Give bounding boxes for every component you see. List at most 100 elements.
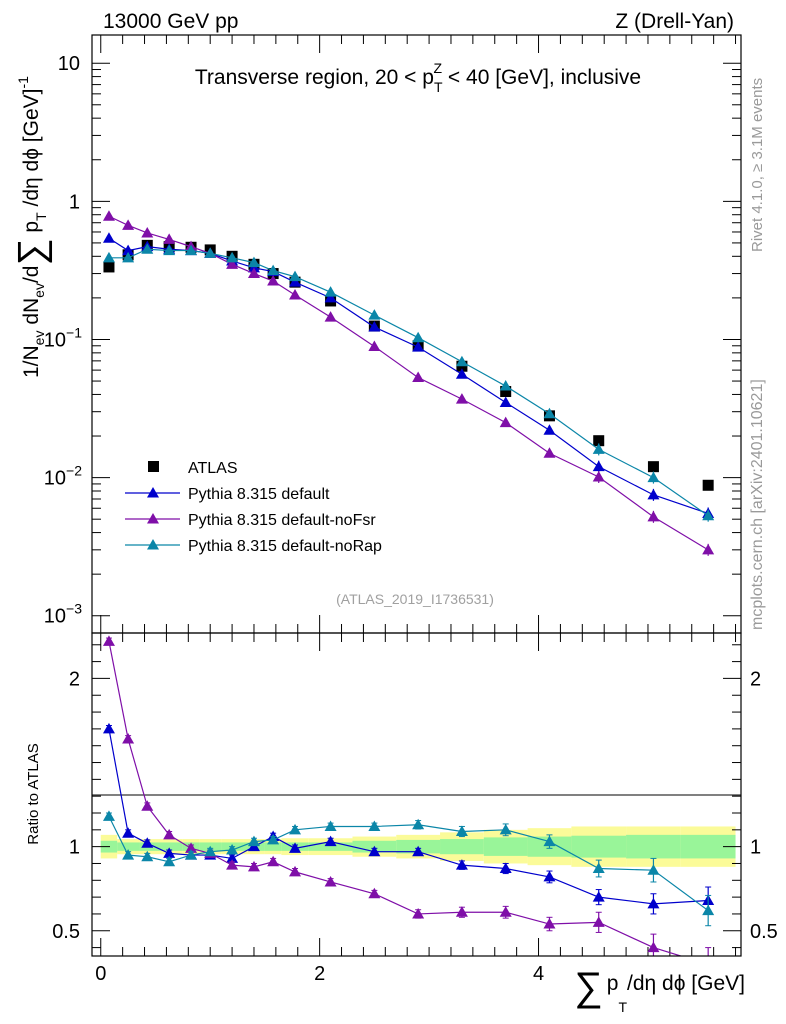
ratio-data-point [102,810,115,821]
ratio-data-point [226,844,239,855]
ratio-data-point [267,833,280,845]
mc-data-point [368,309,381,320]
mc-data-point [122,219,135,230]
y-tick-label: 1 [69,837,80,859]
atlas-data-point [103,261,115,273]
ratio-plot-panel: 0.5 0.5 1 1 2 2 0 2 4 Ratio to ATLAS ∑ pT/dη dϕ [… [25,632,778,1015]
y-tick-label: 1 [69,191,80,213]
ratio-data-point [141,850,154,862]
mc-data-point [226,251,239,263]
ratio-data-point [702,904,715,916]
series-pythia-8-315-default-nofsr [102,210,715,556]
band-inner-segment [308,842,353,851]
energy-label: 13000 GeV pp [103,10,238,33]
main-series-layer [102,210,715,556]
ratio-data-point [163,855,176,867]
y-tick-label: 10 [58,53,80,75]
ratio-data-point [122,732,135,744]
mc-data-point [102,232,115,243]
ratio-data-point [412,818,425,830]
mc-data-point [499,396,512,407]
x-tick-label: 2 [314,963,325,985]
ratio-data-point [647,897,660,909]
ratio-series-pythia-8-315-default [102,722,715,915]
ratio-data-point [122,849,135,860]
mcplots-label: mcplots.cern.ch [arXiv:2401.10621] [749,379,766,630]
svg-text:∑pT/dη dϕ [GeV]: ∑ pT/dη dϕ [GeV] [574,965,745,1015]
ratio-data-point [324,835,337,847]
band-inner-segment [117,842,140,851]
y-tick-label: 10−3 [44,601,82,628]
ratio-data-point [543,870,556,882]
mc-data-point [455,393,468,404]
main-axis-ticks: 10−3 10−2 10−1 1 10 [44,35,741,633]
mc-data-point [702,543,715,555]
ratio-data-point [141,837,154,848]
mc-data-point [412,341,425,352]
mc-data-point [185,244,198,256]
ratio-data-point [543,835,556,847]
ratio-data-point [324,820,337,831]
mc-data-point [122,251,135,263]
ratio-data-point [163,847,176,858]
y-tick-label-right: 1 [750,837,761,859]
process-label: Z (Drell-Yan) [615,10,734,33]
mc-data-point [226,258,239,269]
ratio-data-point [204,845,217,857]
mc-data-point [247,256,260,268]
mc-data-point [412,331,425,343]
mc-data-point [247,267,260,279]
ratio-data-point [368,820,381,831]
ratio-data-point [368,845,381,857]
y-tick-label: 0.5 [52,921,80,943]
ratio-data-point [226,852,239,863]
svg-text:1/Nev dNev/d∑ pT /dη dϕ [GeV]: 1/Nev dNev/d∑ pT /dη dϕ [GeV]-1 [11,76,53,378]
ratio-data-point [289,842,302,853]
mc-data-point [499,416,512,428]
legend-item: Pythia 8.315 default-noFsr [125,512,376,529]
ratio-data-point [592,862,605,874]
ratio-data-point [102,635,115,646]
ratio-data-point [247,835,260,847]
atlas-data-point [500,386,512,398]
mc-data-point [141,243,154,254]
mc-data-point [163,233,176,244]
ratio-data-point [543,918,556,929]
mc-data-point [543,424,556,435]
ratio-data-point [185,842,198,853]
ratio-data-point [226,859,239,870]
ratio-data-point [289,865,302,877]
legend-item: ATLAS [148,460,238,477]
ratio-data-point [247,860,260,872]
mc-data-point [324,286,337,297]
ratio-data-point [368,887,381,899]
ratio-data-point [412,845,425,857]
mc-data-point [412,371,425,383]
ratio-data-point [592,916,605,927]
ratio-data-point [702,958,714,969]
ratio-data-point [324,875,337,887]
mc-data-point [163,244,176,256]
atlas-data-point [702,479,714,491]
legend-label: Pythia 8.315 default-noFsr [188,512,376,529]
mc-data-point [324,311,337,322]
legend-label: Pythia 8.315 default [188,486,330,503]
band-inner-segment [571,835,627,858]
rivet-label: Rivet 4.1.0, ≥ 3.1M events [749,78,766,252]
ratio-axis-ticks: 0.5 0.5 1 1 2 2 0 2 4 [52,633,778,985]
mc-data-point [499,380,512,391]
x-axis-label: ∑ pT/dη dϕ [GeV] [574,965,745,1015]
band-inner-segment [483,837,528,856]
watermark: (ATLAS_2019_I1736531) [336,591,494,607]
main-plot-panel: 10−3 10−2 10−1 1 10 Transverse region, 20 < … [11,34,742,634]
ratio-series-pythia-8-315-default-nofsr [102,635,714,969]
mc-data-point [204,247,217,258]
mc-data-point [324,291,337,303]
mc-data-point [102,251,115,263]
band-inner-segment [264,842,282,851]
main-plot-title: Transverse region, 20 < pTZ < 40 [GeV], … [195,60,641,95]
y-tick-label-right: 0.5 [750,921,778,943]
y-tick-label: 2 [69,668,80,690]
ratio-data-point [289,823,302,835]
atlas-data-point [456,360,468,372]
